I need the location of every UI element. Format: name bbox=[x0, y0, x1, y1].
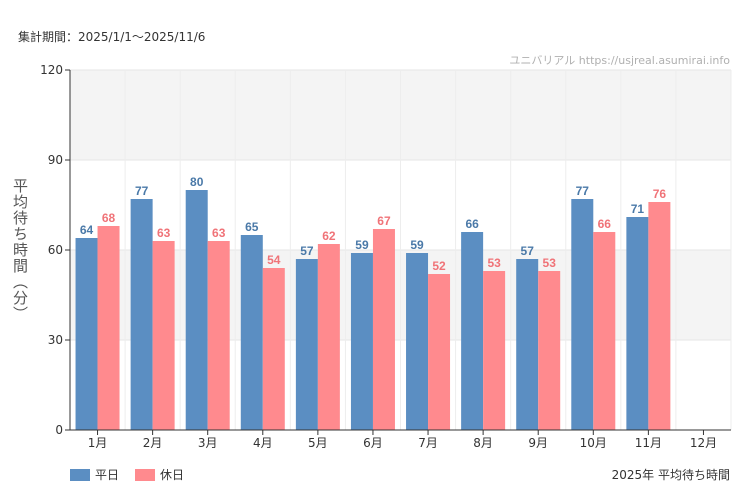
data-label-weekday: 77 bbox=[576, 184, 590, 198]
bar-weekday bbox=[461, 232, 484, 430]
y-axis-label-text: 平均待ち時間（分） bbox=[11, 178, 29, 322]
bar-weekday bbox=[406, 253, 429, 430]
data-label-holiday: 76 bbox=[653, 187, 667, 201]
data-label-holiday: 66 bbox=[598, 217, 612, 231]
bar-holiday bbox=[97, 226, 120, 430]
data-label-weekday: 59 bbox=[410, 238, 424, 252]
period-text: 集計期間：2025/1/1〜2025/11/6 bbox=[18, 30, 206, 44]
y-tick-label: 60 bbox=[48, 243, 63, 257]
legend-label-holiday: 休日 bbox=[160, 468, 185, 482]
bar-holiday bbox=[372, 229, 395, 430]
bar-weekday bbox=[130, 199, 153, 430]
data-label-holiday: 53 bbox=[487, 256, 501, 270]
y-tick-label: 0 bbox=[55, 423, 63, 437]
x-tick-label: 1月 bbox=[88, 436, 108, 450]
x-tick-label: 11月 bbox=[635, 436, 662, 450]
bar-holiday bbox=[428, 274, 451, 430]
x-tick-label: 12月 bbox=[690, 436, 717, 450]
bar-weekday bbox=[350, 253, 373, 430]
x-tick-label: 7月 bbox=[418, 436, 438, 450]
legend-item-weekday[interactable]: 平日 bbox=[70, 466, 119, 483]
y-tick-label: 90 bbox=[48, 153, 63, 167]
data-label-weekday: 80 bbox=[190, 175, 204, 189]
legend-item-holiday[interactable]: 休日 bbox=[135, 466, 184, 483]
data-label-weekday: 66 bbox=[465, 217, 479, 231]
data-label-holiday: 63 bbox=[157, 226, 171, 240]
data-label-holiday: 53 bbox=[543, 256, 557, 270]
bar-holiday bbox=[538, 271, 561, 430]
chart-caption: 2025年 平均待ち時間 bbox=[611, 468, 730, 482]
x-tick-label: 2月 bbox=[143, 436, 163, 450]
bar-holiday bbox=[483, 271, 506, 430]
x-tick-label: 8月 bbox=[473, 436, 493, 450]
bar-weekday bbox=[626, 217, 649, 430]
bar-weekday bbox=[295, 259, 318, 430]
y-axis-label: 平均待ち時間（分） bbox=[10, 178, 31, 322]
data-label-holiday: 67 bbox=[377, 214, 391, 228]
data-label-holiday: 54 bbox=[267, 253, 281, 267]
x-tick-label: 3月 bbox=[198, 436, 218, 450]
data-label-weekday: 65 bbox=[245, 220, 259, 234]
data-label-holiday: 63 bbox=[212, 226, 226, 240]
data-label-holiday: 68 bbox=[102, 211, 116, 225]
data-label-weekday: 77 bbox=[135, 184, 149, 198]
bar-holiday bbox=[317, 244, 340, 430]
data-label-weekday: 71 bbox=[631, 202, 645, 216]
legend-swatch-holiday bbox=[135, 468, 156, 481]
data-label-weekday: 64 bbox=[80, 223, 94, 237]
x-tick-label: 4月 bbox=[253, 436, 273, 450]
bar-weekday bbox=[240, 235, 263, 430]
legend-swatch-weekday bbox=[70, 468, 90, 481]
legend: 平日 休日 bbox=[70, 466, 184, 483]
data-label-holiday: 62 bbox=[322, 229, 336, 243]
bar-weekday bbox=[571, 199, 594, 430]
legend-label-weekday: 平日 bbox=[95, 468, 120, 482]
bar-holiday bbox=[648, 202, 671, 430]
data-label-holiday: 52 bbox=[432, 259, 446, 273]
x-tick-label: 5月 bbox=[308, 436, 328, 450]
bar-holiday bbox=[593, 232, 616, 430]
bar-weekday bbox=[516, 259, 539, 430]
x-tick-label: 6月 bbox=[363, 436, 383, 450]
bar-holiday bbox=[207, 241, 230, 430]
bar-weekday bbox=[185, 190, 208, 430]
y-tick-label: 30 bbox=[48, 333, 63, 347]
x-tick-label: 9月 bbox=[528, 436, 548, 450]
y-tick-label: 120 bbox=[40, 63, 63, 77]
bar-holiday bbox=[152, 241, 175, 430]
data-label-weekday: 59 bbox=[355, 238, 369, 252]
data-label-weekday: 57 bbox=[300, 244, 314, 258]
credit-text: ユニバリアル https://usjreal.asumirai.info bbox=[509, 54, 730, 67]
x-tick-label: 10月 bbox=[580, 436, 607, 450]
data-label-weekday: 57 bbox=[521, 244, 535, 258]
bar-weekday bbox=[75, 238, 98, 430]
bar-holiday bbox=[262, 268, 285, 430]
